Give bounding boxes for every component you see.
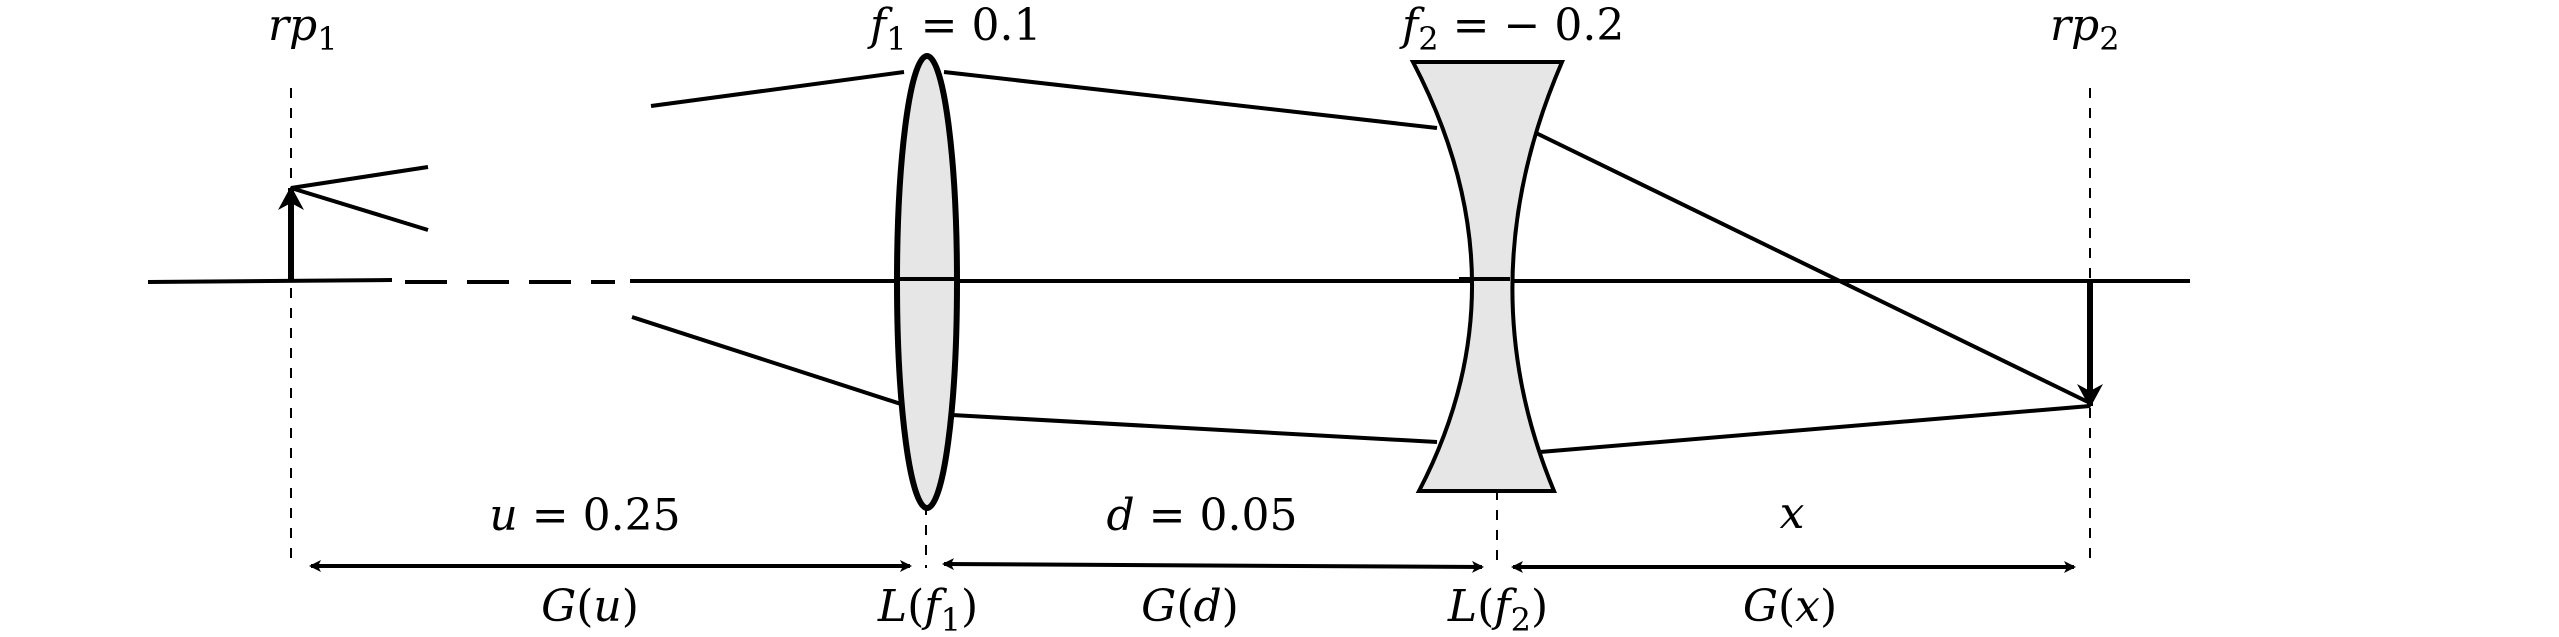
operator-Gx: G(x) [1743,581,1837,632]
diverging-lens [1409,60,1566,493]
rp2-label: rp2 [2050,0,2120,58]
operator-Gu: G(u) [541,581,639,632]
distance-d-arrow [942,558,1484,573]
distance-x-label: x [1780,488,1805,539]
lens1-focal-label: f1 = 0.1 [867,0,1041,58]
operator-Lf2: L(f2) [1447,581,1548,637]
operator-Lf1: L(f1) [877,581,978,637]
ray-lower-in [631,315,905,407]
ray-upper-in [650,70,905,108]
converging-lens [894,53,960,511]
rp1-label: rp1 [268,0,338,58]
optical-axis [147,278,2190,284]
ray-upper-mid [943,70,1438,130]
ray-lower-left [290,186,429,232]
ray-upper-left [290,165,429,190]
ray-lower-out [1539,404,2091,454]
distance-d-label: d = 0.05 [1107,490,1298,541]
ray-lower-mid [951,413,1438,444]
ray-upper-out [1533,130,2091,405]
operator-Gd: G(d) [1141,581,1239,632]
lens2-focal-label: f2 = − 0.2 [1399,0,1624,58]
distance-u-label: u = 0.25 [489,490,680,541]
